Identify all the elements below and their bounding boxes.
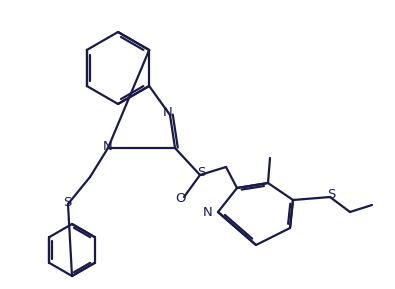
Text: S: S bbox=[327, 188, 335, 201]
Text: S: S bbox=[63, 197, 71, 210]
Text: N: N bbox=[103, 140, 113, 153]
Text: N: N bbox=[163, 107, 173, 119]
Text: N: N bbox=[203, 205, 213, 218]
Text: S: S bbox=[197, 166, 205, 179]
Text: O: O bbox=[176, 192, 186, 205]
